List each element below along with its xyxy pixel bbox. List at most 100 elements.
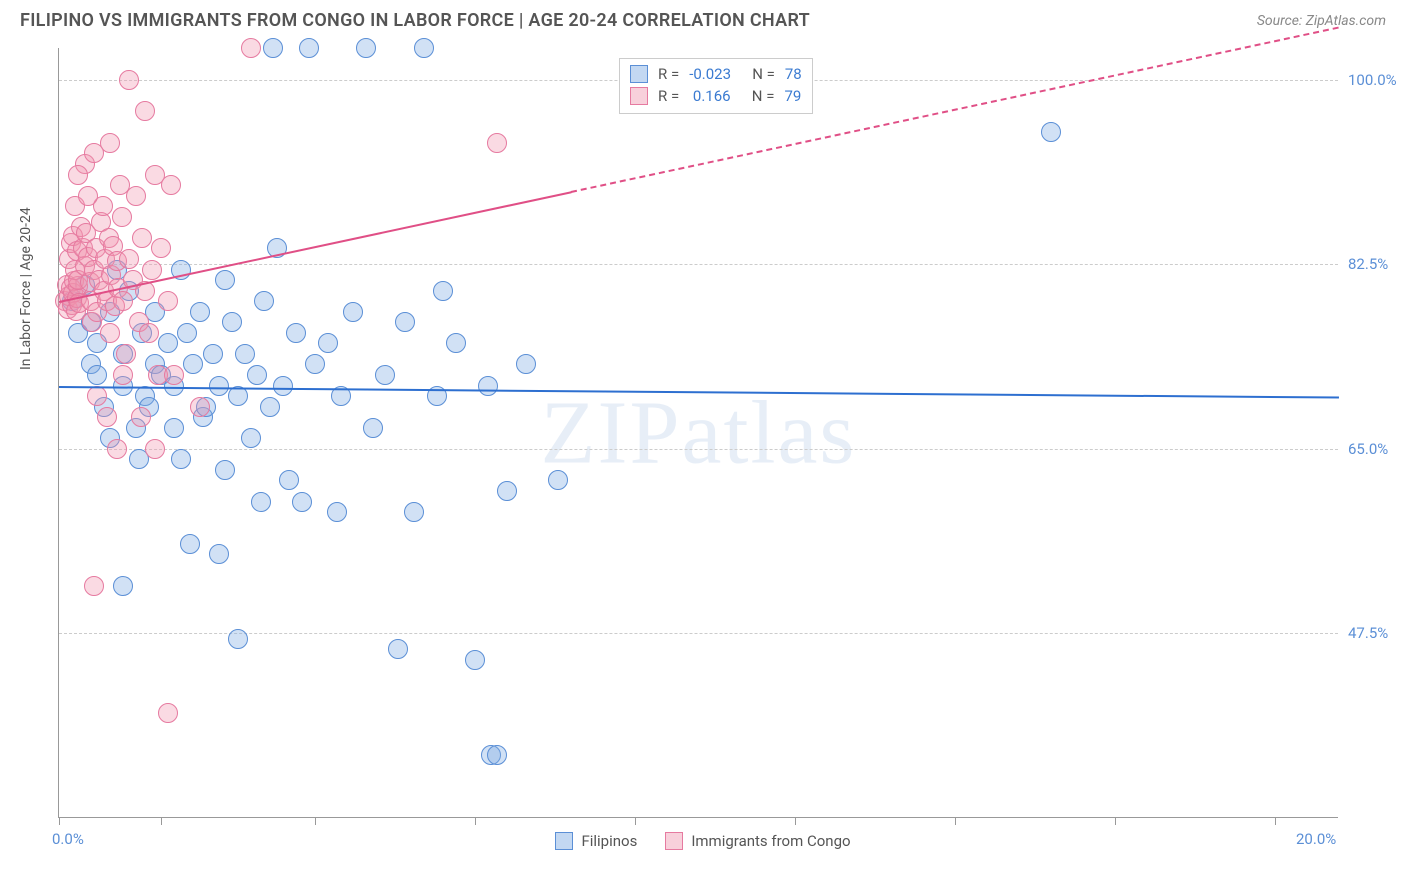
x-tick-label: 0.0% [52, 830, 84, 848]
scatter-point [87, 365, 107, 385]
scatter-point [273, 376, 293, 396]
scatter-point [87, 386, 107, 406]
scatter-point [241, 38, 261, 58]
scatter-point [327, 502, 347, 522]
scatter-point [142, 260, 162, 280]
scatter-point [100, 133, 120, 153]
scatter-point [151, 238, 171, 258]
x-tick [635, 817, 636, 825]
gridline-h [59, 449, 1338, 450]
scatter-point [516, 354, 536, 374]
scatter-point [97, 407, 117, 427]
gridline-h [59, 264, 1338, 265]
scatter-point [388, 639, 408, 659]
scatter-point [113, 365, 133, 385]
scatter-point [113, 291, 133, 311]
y-tick-label: 65.0% [1348, 440, 1388, 458]
scatter-point [215, 460, 235, 480]
scatter-point [263, 38, 283, 58]
scatter-point [158, 291, 178, 311]
watermark: ZIPatlas [541, 381, 857, 484]
stats-n-value: 79 [784, 85, 801, 107]
x-tick [955, 817, 956, 825]
x-tick-label: 20.0% [1296, 830, 1336, 848]
scatter-point [1041, 122, 1061, 142]
stats-r-value: -0.023 [689, 63, 731, 85]
plot-area: ZIPatlas R = -0.023 N = 78R = 0.166 N = 79 [58, 48, 1338, 818]
scatter-point [548, 470, 568, 490]
scatter-point [254, 291, 274, 311]
y-tick-label: 100.0% [1348, 71, 1397, 89]
scatter-point [164, 365, 184, 385]
scatter-point [487, 133, 507, 153]
y-tick-label: 82.5% [1348, 255, 1388, 273]
stats-n-label: N = [741, 63, 775, 85]
scatter-point [260, 397, 280, 417]
stats-swatch [630, 65, 648, 83]
scatter-point [180, 534, 200, 554]
scatter-point [241, 428, 261, 448]
scatter-point [209, 544, 229, 564]
bottom-legend: Filipinos Immigrants from Congo [0, 832, 1406, 850]
scatter-point [107, 439, 127, 459]
stats-r-value: 0.166 [689, 85, 730, 107]
chart-header: FILIPINO VS IMMIGRANTS FROM CONGO IN LAB… [0, 0, 1406, 37]
scatter-point [395, 312, 415, 332]
scatter-point [305, 354, 325, 374]
scatter-point [235, 344, 255, 364]
chart-source: Source: ZipAtlas.com [1257, 13, 1386, 29]
scatter-point [414, 38, 434, 58]
gridline-h [59, 633, 1338, 634]
scatter-point [292, 492, 312, 512]
scatter-point [375, 365, 395, 385]
scatter-point [145, 439, 165, 459]
scatter-point [119, 70, 139, 90]
y-tick-label: 47.5% [1348, 624, 1388, 642]
scatter-point [126, 186, 146, 206]
scatter-point [78, 186, 98, 206]
x-tick [475, 817, 476, 825]
scatter-point [465, 650, 485, 670]
x-tick [795, 817, 796, 825]
scatter-point [68, 165, 88, 185]
scatter-point [356, 38, 376, 58]
scatter-point [161, 175, 181, 195]
scatter-point [404, 502, 424, 522]
scatter-point [209, 376, 229, 396]
legend-swatch-blue [555, 832, 573, 850]
x-tick [161, 817, 162, 825]
x-tick [1115, 817, 1116, 825]
scatter-point [119, 249, 139, 269]
scatter-point [132, 228, 152, 248]
stats-r-label: R = [658, 63, 679, 85]
stats-box: R = -0.023 N = 78R = 0.166 N = 79 [619, 58, 813, 114]
scatter-point [343, 302, 363, 322]
scatter-point [286, 323, 306, 343]
scatter-point [497, 481, 517, 501]
scatter-point [113, 576, 133, 596]
stats-row: R = -0.023 N = 78 [630, 63, 802, 85]
scatter-point [158, 703, 178, 723]
scatter-point [112, 207, 132, 227]
scatter-point [446, 333, 466, 353]
scatter-point [190, 302, 210, 322]
regression-line [59, 386, 1339, 399]
scatter-point [247, 365, 267, 385]
x-tick [1275, 817, 1276, 825]
stats-n-value: 78 [785, 63, 802, 85]
scatter-point [158, 333, 178, 353]
scatter-point [171, 449, 191, 469]
scatter-point [299, 38, 319, 58]
scatter-point [478, 376, 498, 396]
scatter-point [164, 418, 184, 438]
stats-n-label: N = [741, 85, 775, 107]
stats-swatch [630, 87, 648, 105]
scatter-point [100, 323, 120, 343]
scatter-point [279, 470, 299, 490]
scatter-point [135, 101, 155, 121]
scatter-point [222, 312, 242, 332]
scatter-point [183, 354, 203, 374]
scatter-point [228, 629, 248, 649]
scatter-point [203, 344, 223, 364]
legend-item-filipinos: Filipinos [555, 832, 637, 850]
